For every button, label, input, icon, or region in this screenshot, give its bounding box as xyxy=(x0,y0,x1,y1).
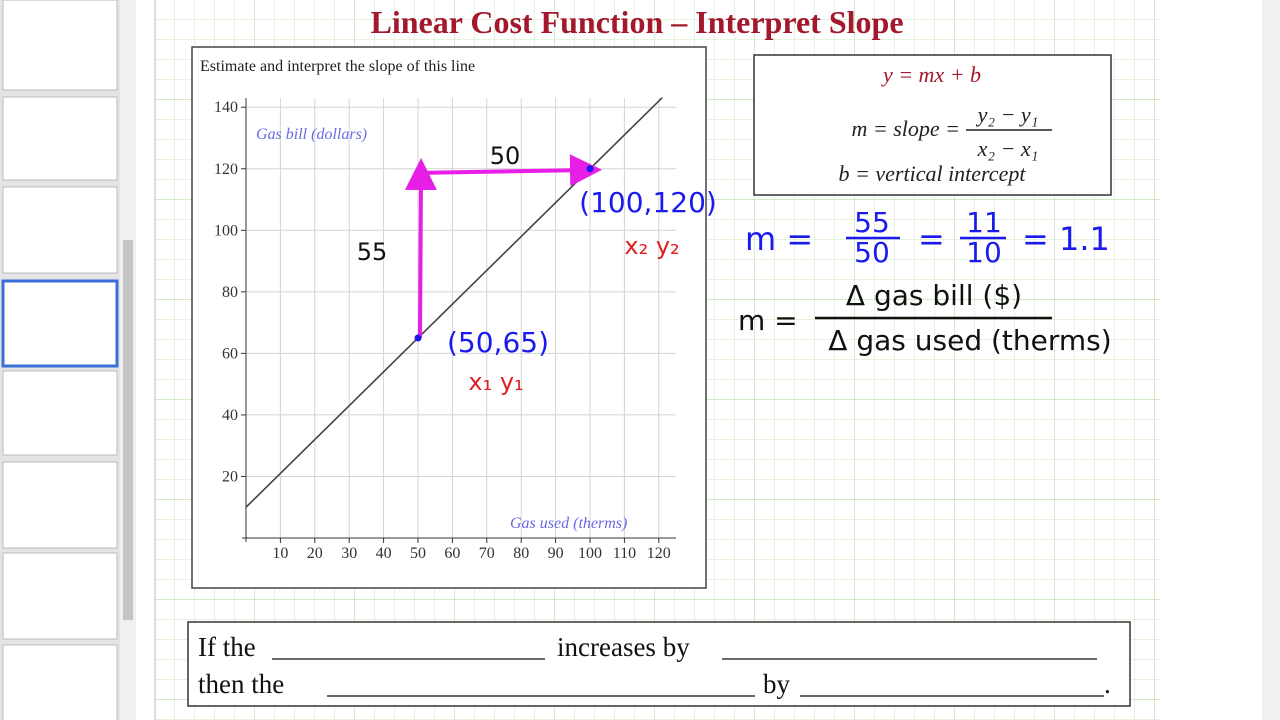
meaning-num: Δ gas bill ($) xyxy=(846,279,1022,312)
thumbnail[interactable] xyxy=(2,0,118,91)
data-point xyxy=(414,334,422,342)
thumbnail[interactable] xyxy=(2,644,118,720)
point-label: (100,120) xyxy=(579,186,717,219)
calc-lhs: m = xyxy=(745,220,813,258)
x-tick-label: 90 xyxy=(548,545,564,562)
meaning-lhs: m = xyxy=(738,304,798,337)
formula-slope-label: m = slope = xyxy=(851,116,960,141)
x-tick-label: 110 xyxy=(613,545,636,562)
calc-num: 55 xyxy=(854,206,890,239)
data-point xyxy=(586,165,594,173)
point-vars: x₁ y₁ xyxy=(468,368,523,396)
rise-arrow xyxy=(404,158,437,339)
y-axis-label: Gas bill (dollars) xyxy=(256,126,367,143)
calc-num: 11 xyxy=(966,206,1002,239)
prompt-text: If the xyxy=(198,632,256,662)
point-vars: x₂ y₂ xyxy=(624,232,679,260)
y-tick-label: 140 xyxy=(214,99,238,116)
calc-eq: = xyxy=(918,220,945,258)
thumbnail[interactable] xyxy=(2,96,118,181)
x-tick-label: 40 xyxy=(376,545,392,562)
x-tick-label: 80 xyxy=(513,545,529,562)
formula-box xyxy=(753,54,1112,196)
x-tick-label: 100 xyxy=(578,545,602,562)
run-note: 50 xyxy=(490,142,521,170)
x-tick-label: 70 xyxy=(479,545,495,562)
prompt-text: increases by xyxy=(557,632,690,662)
x-tick-label: 50 xyxy=(410,545,426,562)
y-tick-label: 120 xyxy=(214,161,238,178)
blanks xyxy=(272,658,1104,697)
y-tick-label: 40 xyxy=(222,407,238,424)
x-tick-label: 30 xyxy=(341,545,357,562)
formula-line: y = mx + b xyxy=(881,62,981,87)
title: Linear Cost Function – Interpret Slope xyxy=(370,4,903,40)
rise-note: 55 xyxy=(357,238,388,266)
plot: 10 20 30 40 50 60 70 80 90 100 110 120 20 40 60 80 100 12… xyxy=(205,97,676,562)
x-tick-label: 60 xyxy=(444,545,460,562)
run-arrow xyxy=(413,154,602,187)
formula-numerator: y₂ − y₁ xyxy=(976,102,1039,127)
point-label: (50,65) xyxy=(447,326,549,359)
calc-den: 10 xyxy=(966,236,1002,269)
thumbnail[interactable] xyxy=(1,279,119,368)
y-tick-label: 80 xyxy=(222,284,238,301)
scroll-thumb[interactable] xyxy=(123,240,133,620)
meaning-den: Δ gas used (therms) xyxy=(828,324,1111,357)
x-axis-label: Gas used (therms) xyxy=(510,515,627,532)
x-tick-label: 10 xyxy=(272,545,288,562)
calc-den: 50 xyxy=(854,236,890,269)
formula-line: b = vertical intercept xyxy=(839,161,1027,186)
prompt-text: then the xyxy=(198,669,284,699)
thumbnails[interactable] xyxy=(1,0,119,720)
y-tick-label: 100 xyxy=(214,222,238,239)
prompt-text: . xyxy=(1104,669,1111,699)
calc-result: = 1.1 xyxy=(1022,220,1110,258)
thumbnail[interactable] xyxy=(2,370,118,456)
thumbnail[interactable] xyxy=(2,552,118,640)
x-tick-label: 20 xyxy=(307,545,323,562)
formula-denominator: x₂ − x₁ xyxy=(977,136,1039,161)
x-tick-label: 120 xyxy=(647,545,671,562)
thumbnail[interactable] xyxy=(2,461,118,549)
prompt-box xyxy=(187,621,1131,707)
graph-instruction: Estimate and interpret the slope of this… xyxy=(200,58,475,75)
thumbnail[interactable] xyxy=(2,186,118,274)
y-tick-label: 20 xyxy=(222,468,238,485)
scrollbar-right[interactable] xyxy=(1262,0,1280,720)
y-tick-label: 60 xyxy=(222,345,238,362)
prompt-text: by xyxy=(763,669,791,699)
